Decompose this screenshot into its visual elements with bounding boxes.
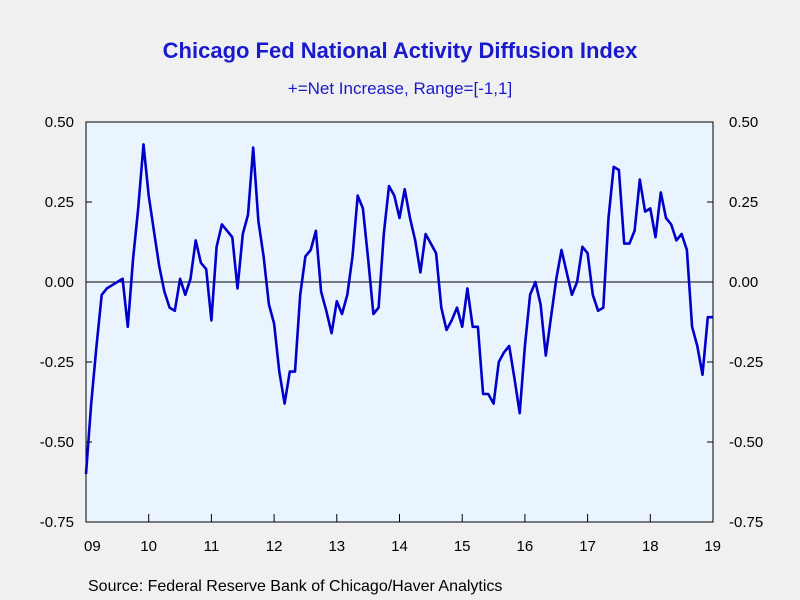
chart-subtitle: +=Net Increase, Range=[-1,1] bbox=[287, 79, 513, 98]
x-tick-label: 13 bbox=[328, 538, 345, 555]
y-tick-label-right: -0.50 bbox=[729, 434, 763, 451]
x-tick-label: 11 bbox=[204, 538, 220, 555]
x-tick-label: 19 bbox=[704, 538, 721, 555]
x-tick-label: 09 bbox=[84, 538, 101, 555]
x-tick-label: 10 bbox=[140, 538, 157, 555]
x-tick-label: 16 bbox=[517, 538, 534, 555]
y-tick-label-left: 0.50 bbox=[45, 114, 74, 131]
y-tick-label-left: -0.25 bbox=[40, 354, 74, 371]
plot-area bbox=[85, 121, 714, 523]
y-tick-label-left: 0.00 bbox=[45, 274, 74, 291]
x-tick-label: 18 bbox=[642, 538, 659, 555]
x-tick-label: 15 bbox=[454, 538, 471, 555]
diffusion-index-line bbox=[84, 143, 713, 475]
source-note: Source: Federal Reserve Bank of Chicago/… bbox=[88, 578, 503, 595]
y-tick-label-left: 0.25 bbox=[45, 194, 74, 211]
y-tick-label-right: 0.25 bbox=[729, 194, 758, 211]
y-tick-label-right: 0.50 bbox=[729, 114, 758, 131]
y-tick-label-right: 0.00 bbox=[729, 274, 758, 291]
y-axis-left: 0.50 0.25 0.00 -0.25 -0.50 -0.75 bbox=[40, 114, 92, 531]
x-tick-label: 14 bbox=[391, 538, 408, 555]
y-axis-right: 0.50 0.25 0.00 -0.25 -0.50 -0.75 bbox=[707, 114, 763, 531]
y-tick-label-left: -0.75 bbox=[40, 514, 74, 531]
x-tick-label: 17 bbox=[579, 538, 596, 555]
chart-title: Chicago Fed National Activity Diffusion … bbox=[162, 38, 638, 63]
y-tick-label-right: -0.75 bbox=[729, 514, 763, 531]
y-tick-label-left: -0.50 bbox=[40, 434, 74, 451]
x-axis: 09 10 11 12 13 14 15 16 17 18 19 bbox=[84, 514, 721, 555]
x-tick-label: 12 bbox=[266, 538, 283, 555]
y-tick-label-right: -0.25 bbox=[729, 354, 763, 371]
